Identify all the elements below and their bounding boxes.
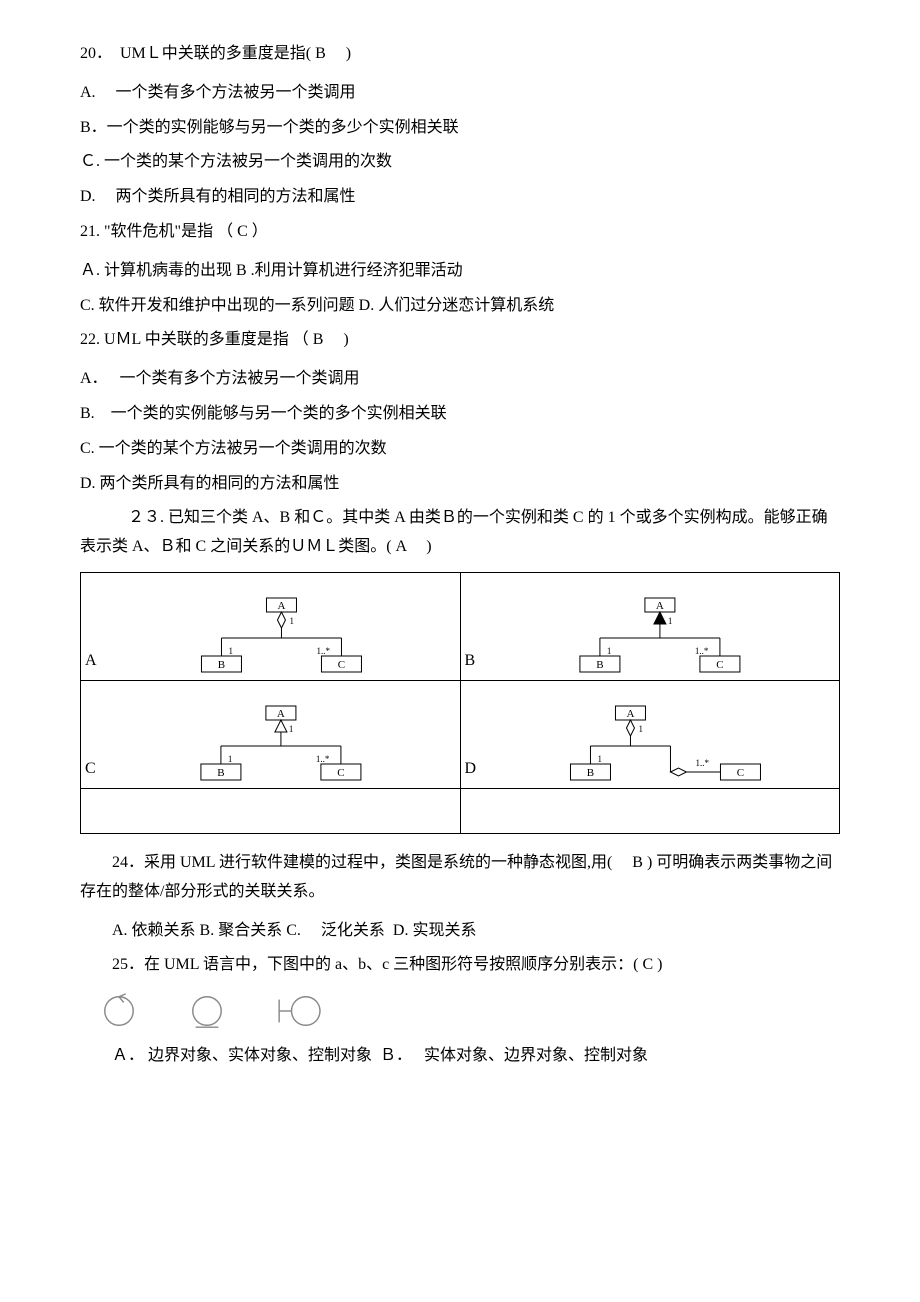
q23-cell-a: A A 1 1 1..* B C bbox=[81, 572, 461, 680]
q25-symbols bbox=[80, 992, 840, 1030]
q22-opt-d: D. 两个类所具有的相同的方法和属性 bbox=[80, 470, 840, 499]
q21-stem: 21. "软件危机"是指 （ C ） bbox=[80, 218, 840, 247]
svg-text:A: A bbox=[277, 708, 285, 720]
q20-opt-a: A. 一个类有多个方法被另一个类调用 bbox=[80, 79, 840, 108]
q25-symbol-a-icon bbox=[100, 992, 138, 1030]
svg-text:C: C bbox=[716, 659, 723, 671]
svg-text:B: B bbox=[217, 659, 224, 671]
svg-text:1..*: 1..* bbox=[316, 646, 330, 656]
q25-stem: 25．在 UML 语言中，下图中的 a、b、c 三种图形符号按照顺序分别表示：(… bbox=[80, 951, 840, 980]
q23-cell-c: C A 1 1 1..* B C bbox=[81, 680, 461, 788]
svg-text:1..*: 1..* bbox=[316, 754, 330, 764]
q22-opt-c: C. 一个类的某个方法被另一个类调用的次数 bbox=[80, 435, 840, 464]
q23-cell-b: B A 1 1 1..* B C bbox=[460, 572, 840, 680]
q20-opt-d: D. 两个类所具有的相同的方法和属性 bbox=[80, 183, 840, 212]
svg-text:C: C bbox=[337, 659, 344, 671]
svg-text:A: A bbox=[627, 708, 635, 720]
q23-cell-empty-2 bbox=[460, 788, 840, 833]
svg-text:B: B bbox=[596, 659, 603, 671]
svg-text:1..*: 1..* bbox=[696, 758, 710, 768]
q25-opts: Ａ． 边界对象、实体对象、控制对象 ﻿ Ｂ． 实体对象、边界对象、控制对象 bbox=[80, 1042, 840, 1071]
q23-label-a: A bbox=[85, 647, 97, 676]
svg-text:1..*: 1..* bbox=[695, 646, 709, 656]
q25-symbol-c-icon bbox=[276, 992, 326, 1030]
svg-text:1: 1 bbox=[607, 646, 612, 656]
q23-svg-d: A 1 1 B 1..* C bbox=[486, 704, 835, 784]
q20-stem: 20． UMＬ中关联的多重度是指( B ) bbox=[80, 40, 840, 69]
q23-diagram-table: A A 1 1 1..* B C bbox=[80, 572, 840, 834]
svg-text:1: 1 bbox=[289, 616, 294, 626]
svg-text:C: C bbox=[737, 767, 744, 779]
svg-text:1: 1 bbox=[228, 754, 233, 764]
q23-cell-d: D A 1 1 B 1..* C bbox=[460, 680, 840, 788]
q23-svg-c: A 1 1 1..* B C bbox=[106, 704, 456, 784]
q23-label-b: B bbox=[465, 647, 476, 676]
svg-text:1: 1 bbox=[289, 724, 294, 734]
svg-text:B: B bbox=[587, 767, 594, 779]
q22-opt-b: B. 一个类的实例能够与另一个类的多个实例相关联 bbox=[80, 400, 840, 429]
svg-text:1: 1 bbox=[598, 754, 603, 764]
svg-text:B: B bbox=[217, 767, 224, 779]
q23-label-c: C bbox=[85, 755, 96, 784]
q23-label-d: D bbox=[465, 755, 477, 784]
q23-svg-b: A 1 1 1..* B C bbox=[485, 596, 835, 676]
q21-opts-cd: C. 软件开发和维护中出现的一系列问题 D. 人们过分迷恋计算机系统 bbox=[80, 292, 840, 321]
q25-symbol-b-icon bbox=[188, 992, 226, 1030]
q24-opts: A. 依赖关系 ﻿﻿B. 聚合关系 ﻿﻿C. 泛化关系 ﻿ D. 实现关系 bbox=[80, 917, 840, 946]
q21-opts-ab: Ａ. 计算机病毒的出现 ﻿﻿﻿﻿﻿B .利用计算机进行经济犯罪活动 bbox=[80, 257, 840, 286]
svg-text:A: A bbox=[277, 600, 285, 612]
svg-text:1: 1 bbox=[668, 616, 673, 626]
q23-cell-empty-1 bbox=[81, 788, 461, 833]
q24-stem: 24．采用 UML 进行软件建模的过程中，类图是系统的一种静态视图,用( B )… bbox=[80, 849, 840, 907]
q20-opt-b: B．一个类的实例能够与另一个类的多少个实例相关联 bbox=[80, 114, 840, 143]
svg-text:C: C bbox=[337, 767, 344, 779]
svg-text:1: 1 bbox=[228, 646, 233, 656]
svg-text:A: A bbox=[656, 600, 664, 612]
q23-stem: ２３. 已知三个类 A、B 和Ｃ。其中类 A 由类Ｂ的一个实例和类 C 的 1 … bbox=[80, 504, 840, 562]
q22-opt-a: A． 一个类有多个方法被另一个类调用 bbox=[80, 365, 840, 394]
q23-svg-a: A 1 1 1..* B C bbox=[107, 596, 456, 676]
q22-stem: 22. UＭL 中关联的多重度是指 （ B ) bbox=[80, 326, 840, 355]
svg-text:1: 1 bbox=[639, 724, 644, 734]
q20-opt-c: Ｃ. 一个类的某个方法被另一个类调用的次数 bbox=[80, 148, 840, 177]
